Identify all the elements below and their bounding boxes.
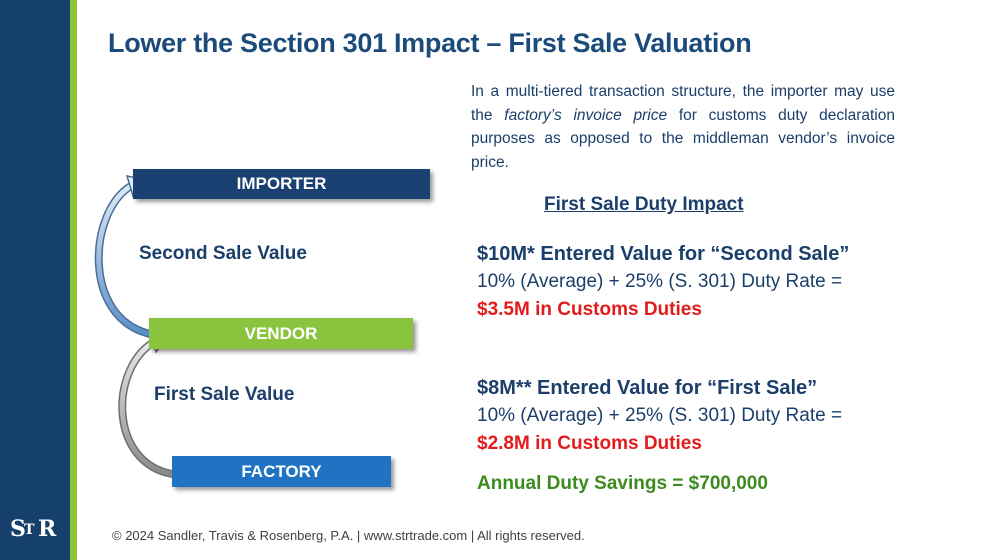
annual-savings: Annual Duty Savings = $700,000 <box>477 473 768 494</box>
second-sale-value-label: Second Sale Value <box>139 243 307 264</box>
logo-letter-r: R <box>38 516 57 542</box>
first-sale-value-label: First Sale Value <box>154 384 295 405</box>
vendor-box: VENDOR <box>149 318 413 349</box>
second-sale-duties: $3.5M in Customs Duties <box>477 299 702 320</box>
first-sale-entered-value: $8M** Entered Value for “First Sale” <box>477 377 818 399</box>
first-sale-duties: $2.8M in Customs Duties <box>477 433 702 454</box>
importer-box: IMPORTER <box>133 169 430 199</box>
intro-paragraph: In a multi-tiered transaction structure,… <box>471 80 895 174</box>
factory-box: FACTORY <box>172 456 391 487</box>
second-sale-duty-rate: 10% (Average) + 25% (S. 301) Duty Rate = <box>477 271 843 292</box>
footer-copyright: © 2024 Sandler, Travis & Rosenberg, P.A.… <box>112 528 585 543</box>
accent-stripe <box>70 0 77 560</box>
first-sale-block: $8M** Entered Value for “First Sale” 10%… <box>477 374 917 458</box>
logo-letter-s: S <box>10 516 26 542</box>
logo-letter-t: T <box>24 522 35 538</box>
second-sale-block: $10M* Entered Value for “Second Sale” 10… <box>477 240 917 324</box>
left-sidebar <box>0 0 70 560</box>
second-sale-entered-value: $10M* Entered Value for “Second Sale” <box>477 243 850 265</box>
intro-text-start: In a multi-tiered transaction structure,… <box>471 83 895 124</box>
str-logo: S T R <box>8 512 62 554</box>
intro-text-end: for customs duty declaration purposes as… <box>471 106 895 171</box>
page-title: Lower the Section 301 Impact – First Sal… <box>108 28 752 58</box>
intro-emphasis: factory’s invoice price <box>504 106 668 124</box>
first-sale-duty-rate: 10% (Average) + 25% (S. 301) Duty Rate = <box>477 405 843 426</box>
duty-impact-heading: First Sale Duty Impact <box>544 194 744 215</box>
